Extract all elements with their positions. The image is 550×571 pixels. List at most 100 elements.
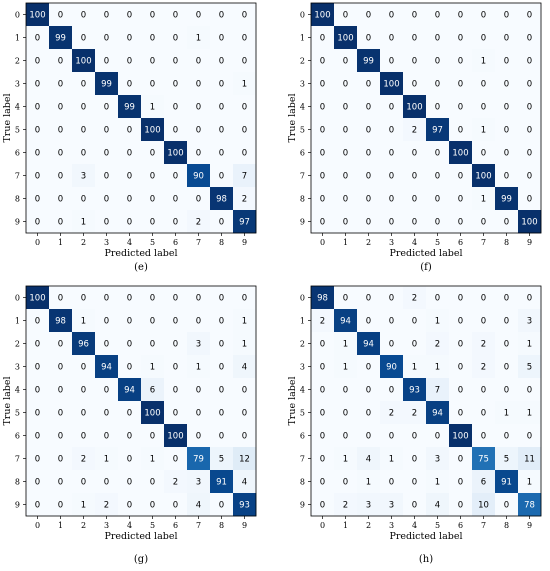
matrix-cell: [357, 187, 381, 211]
matrix-cell: [141, 401, 165, 425]
matrix-cell: [495, 447, 519, 471]
matrix-cell: [449, 187, 473, 211]
cell-value-label: 0: [458, 386, 463, 396]
cell-value-label: 1: [435, 478, 440, 488]
cell-value-label: 0: [366, 172, 371, 182]
matrix-cell: [72, 332, 96, 356]
matrix-cell: [518, 95, 542, 119]
cell-value-label: 0: [343, 80, 348, 90]
cell-value-label: 0: [219, 34, 224, 44]
matrix-cell: [334, 95, 358, 119]
cell-value-label: 0: [104, 478, 109, 488]
cell-value-label: 1: [435, 317, 440, 327]
cell-value-label: 0: [481, 294, 486, 304]
cell-value-label: 0: [366, 218, 371, 228]
matrix-cell: [449, 118, 473, 142]
cell-value-label: 0: [219, 80, 224, 90]
cell-value-label: 0: [412, 80, 417, 90]
cell-value-label: 1: [242, 340, 247, 350]
cell-value-label: 0: [504, 126, 509, 136]
cell-value-label: 0: [104, 218, 109, 228]
cell-value-label: 0: [219, 363, 224, 373]
cell-value-label: 0: [81, 103, 86, 113]
cell-value-label: 0: [173, 34, 178, 44]
matrix-cell: [380, 187, 404, 211]
cell-value-label: 0: [173, 103, 178, 113]
matrix-cell: [95, 95, 119, 119]
matrix-cell: [26, 355, 50, 379]
matrix-cell: [449, 309, 473, 333]
matrix-cell: [449, 286, 473, 310]
cell-value-label: 0: [320, 218, 325, 228]
matrix-cell: [187, 118, 211, 142]
matrix-cell: [426, 401, 450, 425]
matrix-cell: [472, 286, 496, 310]
matrix-cell: [26, 210, 50, 234]
cell-value-label: 4: [242, 478, 247, 488]
x-tick-label: 2: [81, 521, 86, 530]
cell-value-label: 0: [104, 126, 109, 136]
matrix-cell: [49, 378, 73, 402]
x-tick-label: 7: [481, 521, 486, 530]
cell-value-label: 100: [167, 149, 183, 159]
matrix-cell: [449, 493, 473, 517]
cell-value-label: 3: [196, 340, 201, 350]
cell-value-label: 12: [239, 455, 250, 465]
matrix-cell: [233, 470, 257, 494]
matrix-cell: [26, 95, 50, 119]
cell-value-label: 0: [504, 386, 509, 396]
matrix-cell: [95, 187, 119, 211]
matrix-cell: [141, 26, 165, 50]
matrix-cell: [380, 210, 404, 234]
cell-value-label: 99: [501, 195, 512, 205]
cell-value-label: 0: [81, 126, 86, 136]
matrix-cell: [118, 309, 142, 333]
matrix-cell: [403, 95, 427, 119]
matrix-cell: [426, 378, 450, 402]
cell-value-label: 0: [81, 478, 86, 488]
matrix-cell: [118, 493, 142, 517]
cell-value-label: 1: [343, 363, 348, 373]
x-tick-label: 8: [504, 521, 509, 530]
cell-value-label: 0: [343, 126, 348, 136]
cell-value-label: 0: [366, 126, 371, 136]
cell-value-label: 0: [458, 294, 463, 304]
cell-value-label: 0: [127, 80, 132, 90]
matrix-cell: [403, 26, 427, 50]
matrix-cell: [72, 164, 96, 188]
matrix-cell: [311, 72, 335, 96]
matrix-cell: [472, 355, 496, 379]
cell-value-label: 0: [527, 80, 532, 90]
cell-value-label: 0: [173, 317, 178, 327]
y-tick-label: 2: [300, 57, 305, 66]
cell-value-label: 0: [104, 340, 109, 350]
matrix-cell: [426, 72, 450, 96]
matrix-cell: [518, 286, 542, 310]
matrix-cell: [426, 493, 450, 517]
cell-value-label: 0: [150, 501, 155, 511]
cell-value-label: 0: [389, 195, 394, 205]
matrix-cell: [357, 95, 381, 119]
matrix-cell: [472, 141, 496, 165]
cell-value-label: 0: [58, 11, 63, 21]
x-tick-label: 6: [458, 238, 463, 247]
matrix-cell: [426, 164, 450, 188]
x-tick-label: 1: [343, 238, 348, 247]
cell-value-label: 0: [320, 340, 325, 350]
plot-frame: [310, 285, 542, 517]
cell-value-label: 0: [242, 386, 247, 396]
matrix-cell: [210, 424, 234, 448]
cell-value-label: 0: [58, 340, 63, 350]
matrix-cell: [164, 210, 188, 234]
matrix-cell: [334, 72, 358, 96]
y-axis-label: True label: [287, 93, 298, 142]
cell-value-label: 0: [389, 11, 394, 21]
cell-value-label: 94: [363, 340, 374, 350]
cell-value-label: 0: [58, 386, 63, 396]
cell-value-label: 100: [167, 432, 183, 442]
cell-value-label: 0: [58, 57, 63, 67]
matrix-cell: [49, 118, 73, 142]
matrix-cell: [49, 26, 73, 50]
matrix-cell: [210, 286, 234, 310]
